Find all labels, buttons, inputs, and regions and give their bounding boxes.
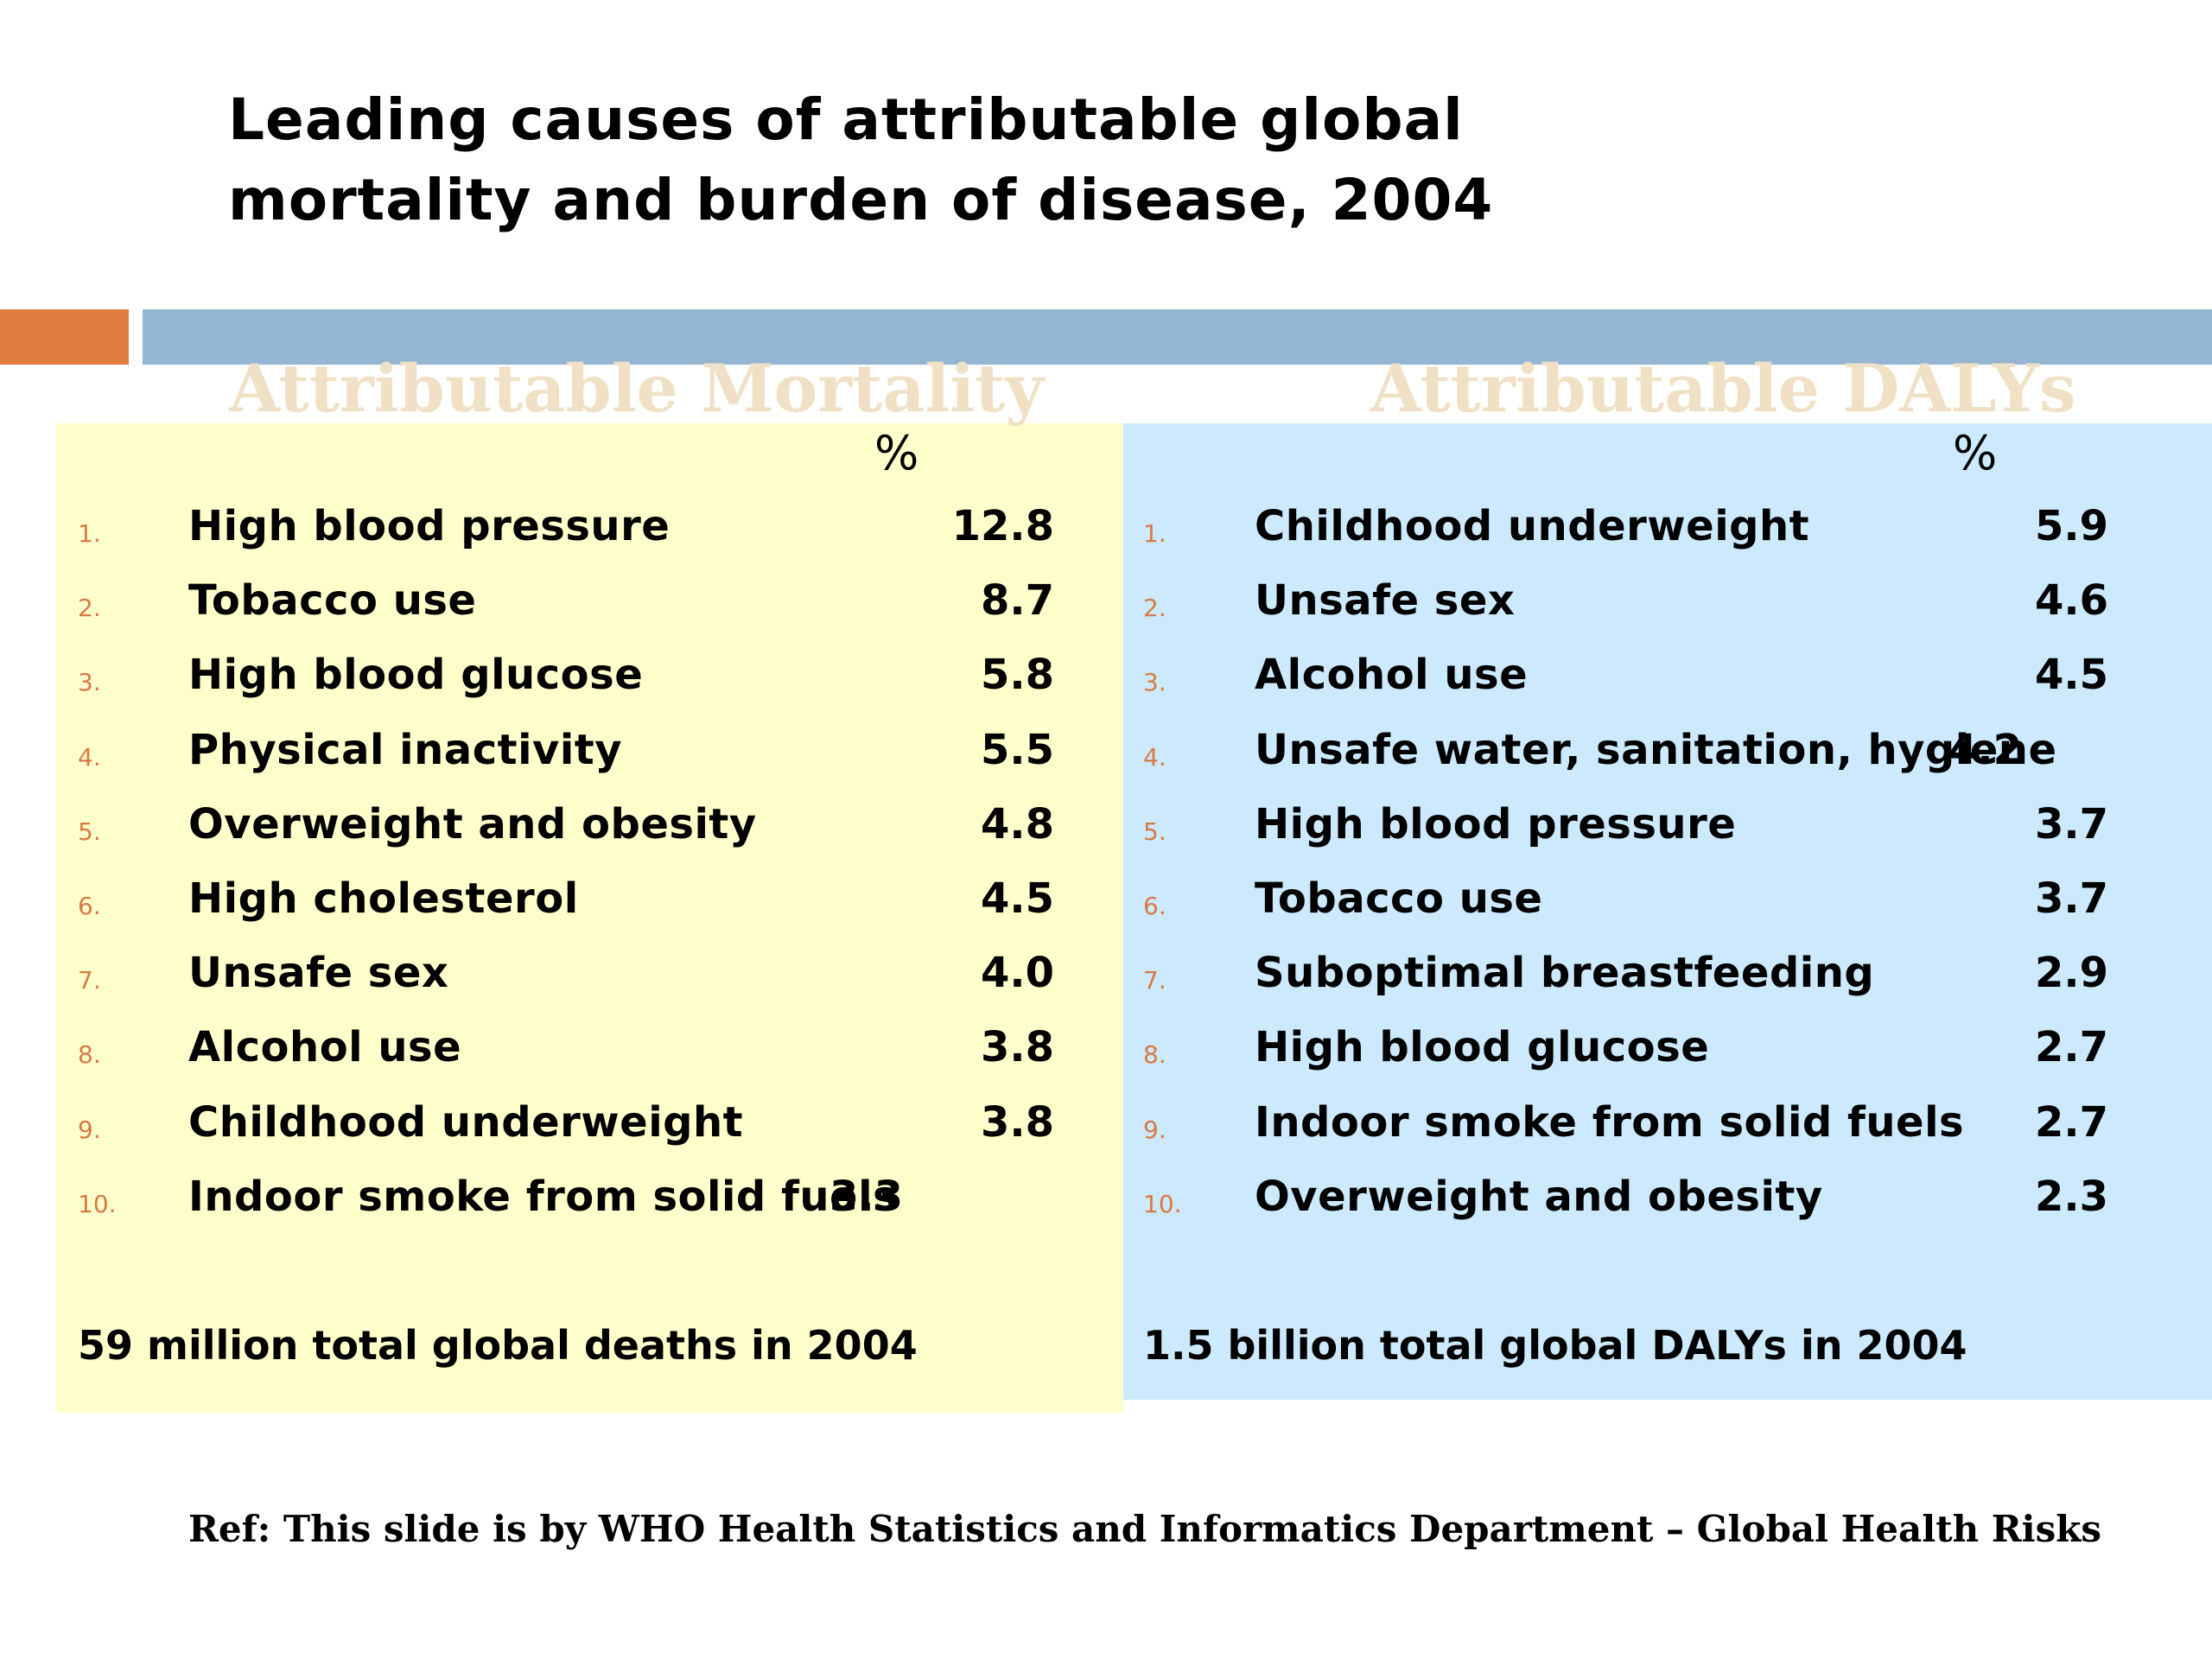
- list-number: 4.: [78, 743, 101, 772]
- risk-factor-label: Physical inactivity: [188, 726, 623, 774]
- risk-factor-value: 4.5: [2034, 651, 2108, 699]
- slide-title-line-2: mortality and burden of disease, 2004: [228, 167, 1494, 233]
- risk-factor-label: Childhood underweight: [188, 1098, 744, 1147]
- risk-factor-label: High blood glucose: [1255, 1023, 1710, 1071]
- list-number: 5.: [78, 817, 101, 846]
- risk-factor-value: 2.7: [2034, 1098, 2108, 1147]
- list-number: 3.: [78, 668, 101, 696]
- risk-factor-value: 2.7: [2034, 1023, 2108, 1071]
- risk-factor-value: 4.5: [980, 874, 1054, 923]
- risk-factor-label: High cholesterol: [188, 874, 579, 923]
- risk-factor-value: 2.3: [2034, 1173, 2108, 1221]
- risk-factor-value: 3.7: [2034, 800, 2108, 849]
- list-number: 10.: [1143, 1190, 1182, 1218]
- risk-factor-value: 4.0: [980, 949, 1054, 997]
- list-number: 10.: [78, 1190, 117, 1218]
- mortality-unit: %: [874, 426, 919, 480]
- risk-factor-label: Tobacco use: [1255, 874, 1543, 923]
- list-number: 8.: [1143, 1040, 1166, 1069]
- risk-factor-value: 12.8: [951, 502, 1054, 550]
- risk-factor-label: Alcohol use: [188, 1023, 462, 1071]
- risk-factor-label: Overweight and obesity: [188, 800, 757, 849]
- risk-factor-value: 5.8: [980, 651, 1054, 699]
- mortality-total: 59 million total global deaths in 2004: [78, 1322, 918, 1369]
- list-number: 9.: [78, 1116, 101, 1144]
- risk-factor-value: 3.8: [980, 1023, 1054, 1071]
- accent-bar-blue: [143, 309, 2212, 365]
- dalys-heading: Attributable DALYs: [1370, 350, 2076, 427]
- reference-note: Ref: This slide is by WHO Health Statist…: [188, 1508, 2102, 1550]
- risk-factor-label: Alcohol use: [1255, 651, 1529, 699]
- mortality-panel: [56, 423, 1123, 1413]
- risk-factor-label: Unsafe sex: [188, 949, 449, 997]
- dalys-total: 1.5 billion total global DALYs in 2004: [1143, 1322, 1967, 1369]
- risk-factor-label: Indoor smoke from solid fuels: [1255, 1098, 1965, 1147]
- risk-factor-value: 8.7: [980, 576, 1054, 625]
- list-number: 3.: [1143, 668, 1166, 696]
- dalys-panel: [1123, 423, 2212, 1400]
- mortality-heading: Attributable Mortality: [229, 350, 1044, 427]
- risk-factor-value: 3.3: [829, 1173, 903, 1221]
- slide-title-line-1: Leading causes of attributable global: [228, 86, 1464, 153]
- risk-factor-label: Childhood underweight: [1255, 502, 1810, 550]
- risk-factor-value: 4.6: [2034, 576, 2108, 625]
- risk-factor-label: High blood pressure: [188, 502, 671, 550]
- dalys-unit: %: [1953, 426, 1998, 480]
- list-number: 9.: [1143, 1116, 1166, 1144]
- risk-factor-value: 2.9: [2034, 949, 2108, 997]
- risk-factor-label: Tobacco use: [188, 576, 477, 625]
- risk-factor-label: High blood glucose: [188, 651, 644, 699]
- list-number: 6.: [1143, 892, 1166, 920]
- risk-factor-value: 5.5: [980, 726, 1054, 774]
- risk-factor-value: 3.7: [2034, 874, 2108, 923]
- risk-factor-label: Suboptimal breastfeeding: [1255, 949, 1875, 997]
- list-number: 6.: [78, 892, 101, 920]
- risk-factor-label: Overweight and obesity: [1255, 1173, 1823, 1221]
- risk-factor-label: Unsafe sex: [1255, 576, 1516, 625]
- list-number: 1.: [1143, 519, 1166, 548]
- accent-bar-orange: [0, 309, 129, 365]
- risk-factor-value: 3.8: [980, 1098, 1054, 1147]
- list-number: 7.: [1143, 966, 1166, 995]
- list-number: 7.: [78, 966, 101, 995]
- risk-factor-label: Unsafe water, sanitation, hygiene: [1255, 726, 2057, 774]
- risk-factor-label: High blood pressure: [1255, 800, 1737, 849]
- risk-factor-value: 4.8: [980, 800, 1054, 849]
- risk-factor-label: Indoor smoke from solid fuels: [188, 1173, 899, 1221]
- list-number: 4.: [1143, 743, 1166, 772]
- list-number: 5.: [1143, 817, 1166, 846]
- list-number: 1.: [78, 519, 101, 548]
- list-number: 8.: [78, 1040, 101, 1069]
- list-number: 2.: [78, 594, 101, 622]
- list-number: 2.: [1143, 594, 1166, 622]
- slide-title: Leading causes of attributable global mo…: [228, 79, 1697, 240]
- risk-factor-value: 4.2: [1948, 726, 2022, 774]
- risk-factor-value: 5.9: [2034, 502, 2108, 550]
